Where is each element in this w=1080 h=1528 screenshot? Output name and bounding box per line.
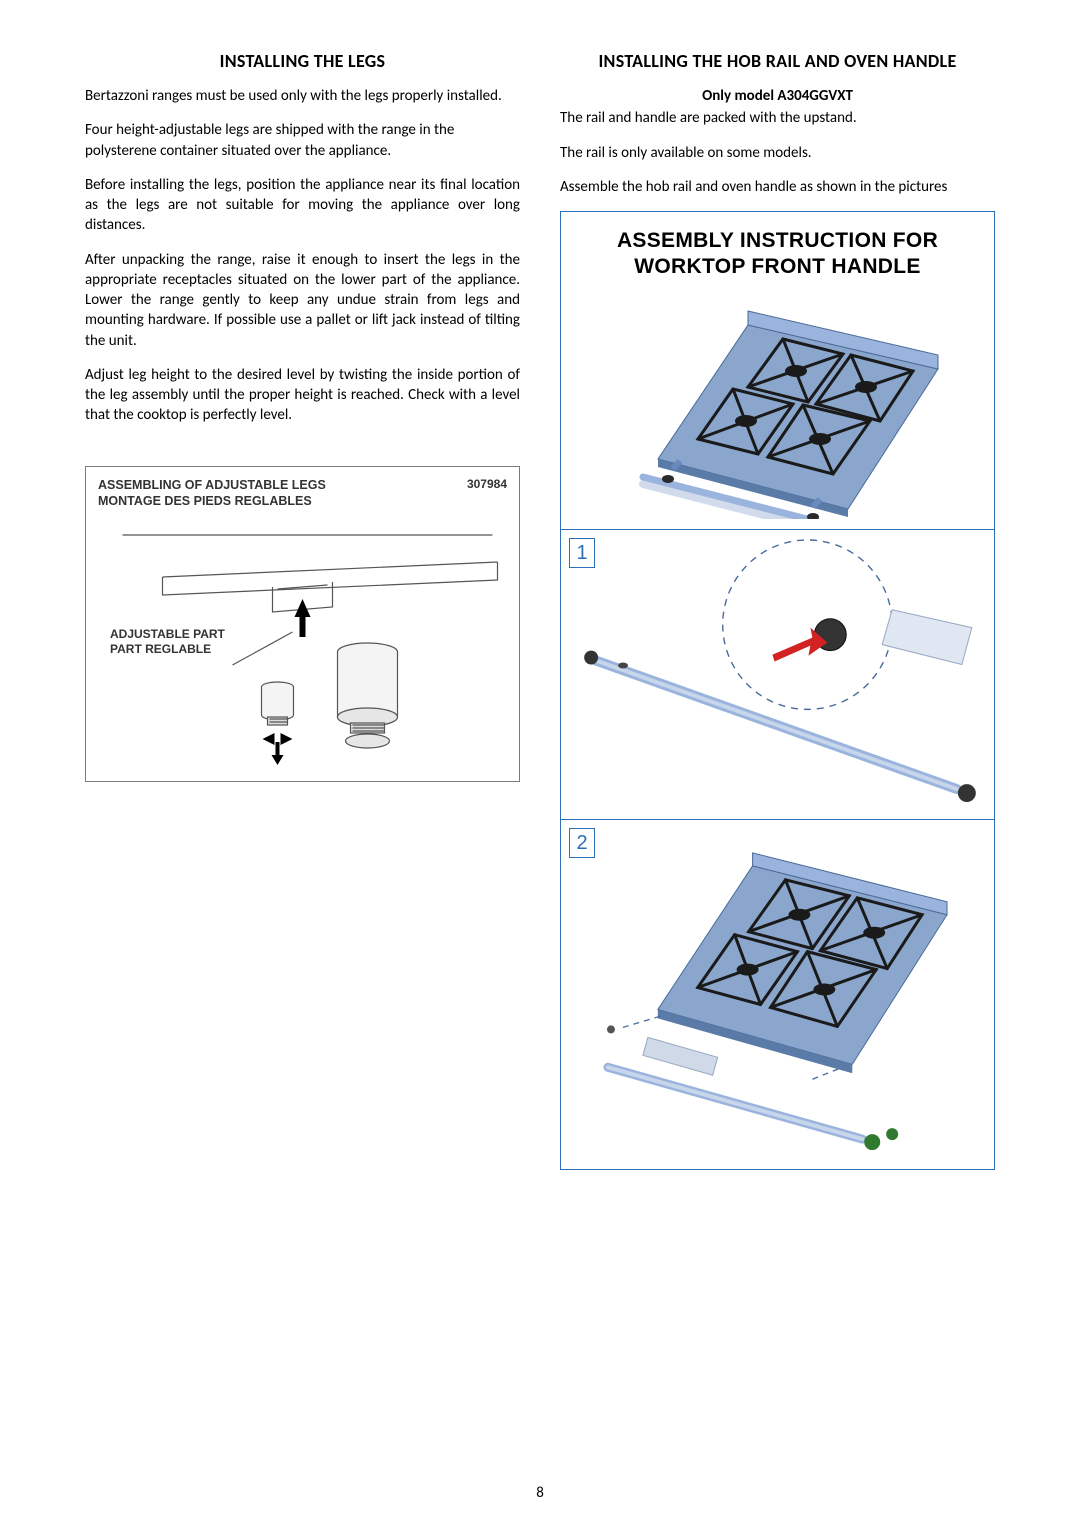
right-subhead: Only model A304GGVXT <box>560 86 995 106</box>
legs-figure: ASSEMBLING OF ADJUSTABLE LEGS MONTAGE DE… <box>85 466 520 782</box>
handle-detail-icon <box>561 530 994 819</box>
hob-isometric-icon <box>588 289 968 519</box>
assembly-figure: ASSEMBLY INSTRUCTION FOR WORKTOP FRONT H… <box>560 211 995 1170</box>
left-p5: Adjust leg height to the desired level b… <box>85 365 520 426</box>
assembly-step-2: 2 <box>561 819 994 1169</box>
right-column: INSTALLING THE HOB RAIL AND OVEN HANDLE … <box>560 50 995 1170</box>
legs-diagram-icon <box>86 517 519 777</box>
step-2-number: 2 <box>569 828 595 858</box>
assembly-figure-top: ASSEMBLY INSTRUCTION FOR WORKTOP FRONT H… <box>561 212 994 529</box>
left-p2: Four height-adjustable legs are shipped … <box>85 120 520 161</box>
hob-with-rail-icon <box>561 820 994 1169</box>
right-p2: The rail is only available on some model… <box>560 143 995 163</box>
legs-figure-title: ASSEMBLING OF ADJUSTABLE LEGS MONTAGE DE… <box>98 477 326 510</box>
left-p4: After unpacking the range, raise it enou… <box>85 250 520 351</box>
right-p3: Assemble the hob rail and oven handle as… <box>560 177 995 197</box>
left-column: INSTALLING THE LEGS Bertazzoni ranges mu… <box>85 50 520 1170</box>
left-heading: INSTALLING THE LEGS <box>85 50 520 72</box>
left-p3: Before installing the legs, position the… <box>85 175 520 236</box>
legs-figure-code: 307984 <box>467 477 507 510</box>
assembly-step-1: 1 <box>561 529 994 819</box>
page-number: 8 <box>0 1484 1080 1502</box>
step-1-number: 1 <box>569 538 595 568</box>
right-heading: INSTALLING THE HOB RAIL AND OVEN HANDLE <box>560 50 995 72</box>
assembly-title: ASSEMBLY INSTRUCTION FOR WORKTOP FRONT H… <box>571 228 984 281</box>
left-p1: Bertazzoni ranges must be used only with… <box>85 86 520 106</box>
right-p1: The rail and handle are packed with the … <box>560 108 995 128</box>
